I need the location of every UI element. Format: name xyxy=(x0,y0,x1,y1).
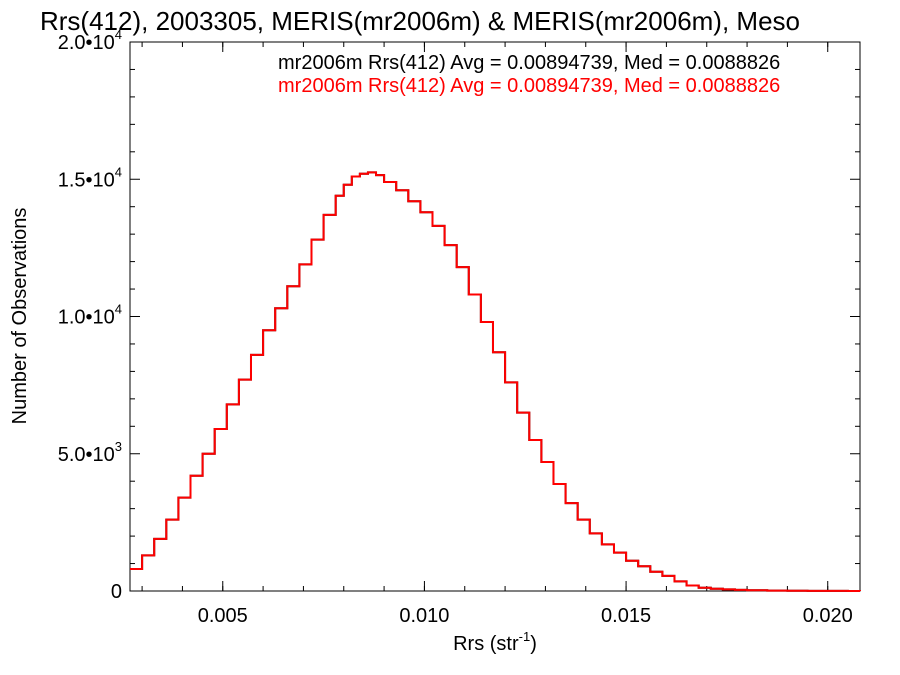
y-tick-label-base: 2.0•10 xyxy=(58,32,115,54)
y-tick-label: 2.0•104 xyxy=(58,27,122,54)
y-tick-label-exp: 4 xyxy=(115,164,122,179)
plot-frame xyxy=(129,41,861,592)
x-axis-label-close: ) xyxy=(530,633,537,655)
y-tick-label: 0 xyxy=(111,581,122,603)
y-tick-label-base: 0 xyxy=(111,581,122,603)
y-tick-label-base: 1.0•10 xyxy=(58,307,115,329)
y-tick-label: 5.0•103 xyxy=(58,439,122,466)
y-tick-label-exp: 3 xyxy=(115,439,122,454)
y-tick-label-base: 1.5•10 xyxy=(58,169,115,191)
legend: mr2006m Rrs(412) Avg = 0.00894739, Med =… xyxy=(278,52,780,97)
x-tick-label: 0.005 xyxy=(198,605,248,627)
x-axis-label-main: Rrs (str xyxy=(453,633,519,655)
x-tick-label: 0.020 xyxy=(803,605,853,627)
series-layer xyxy=(130,171,861,592)
y-axis-label: Number of Observations xyxy=(9,208,31,425)
y-tick-label: 1.0•104 xyxy=(58,302,122,329)
x-tick-labels: 0.005 0.010 0.015 0.020 xyxy=(198,605,853,627)
axis-ticks xyxy=(130,41,860,592)
x-axis-label: Rrs (str-1) xyxy=(453,629,537,655)
x-tick-label: 0.010 xyxy=(399,605,449,627)
y-tick-label: 1.5•104 xyxy=(58,164,122,191)
y-tick-label-base: 5.0•10 xyxy=(58,444,115,466)
y-tick-label-exp: 4 xyxy=(115,27,122,42)
legend-entry: mr2006m Rrs(412) Avg = 0.00894739, Med =… xyxy=(278,75,780,97)
y-tick-label-exp: 4 xyxy=(115,302,122,317)
x-tick-label: 0.015 xyxy=(601,605,651,627)
series-line-1 xyxy=(130,171,861,592)
x-axis-label-sup: -1 xyxy=(519,629,531,644)
chart-title: Rrs(412), 2003305, MERIS(mr2006m) & MERI… xyxy=(40,6,800,36)
legend-entry: mr2006m Rrs(412) Avg = 0.00894739, Med =… xyxy=(278,52,780,74)
